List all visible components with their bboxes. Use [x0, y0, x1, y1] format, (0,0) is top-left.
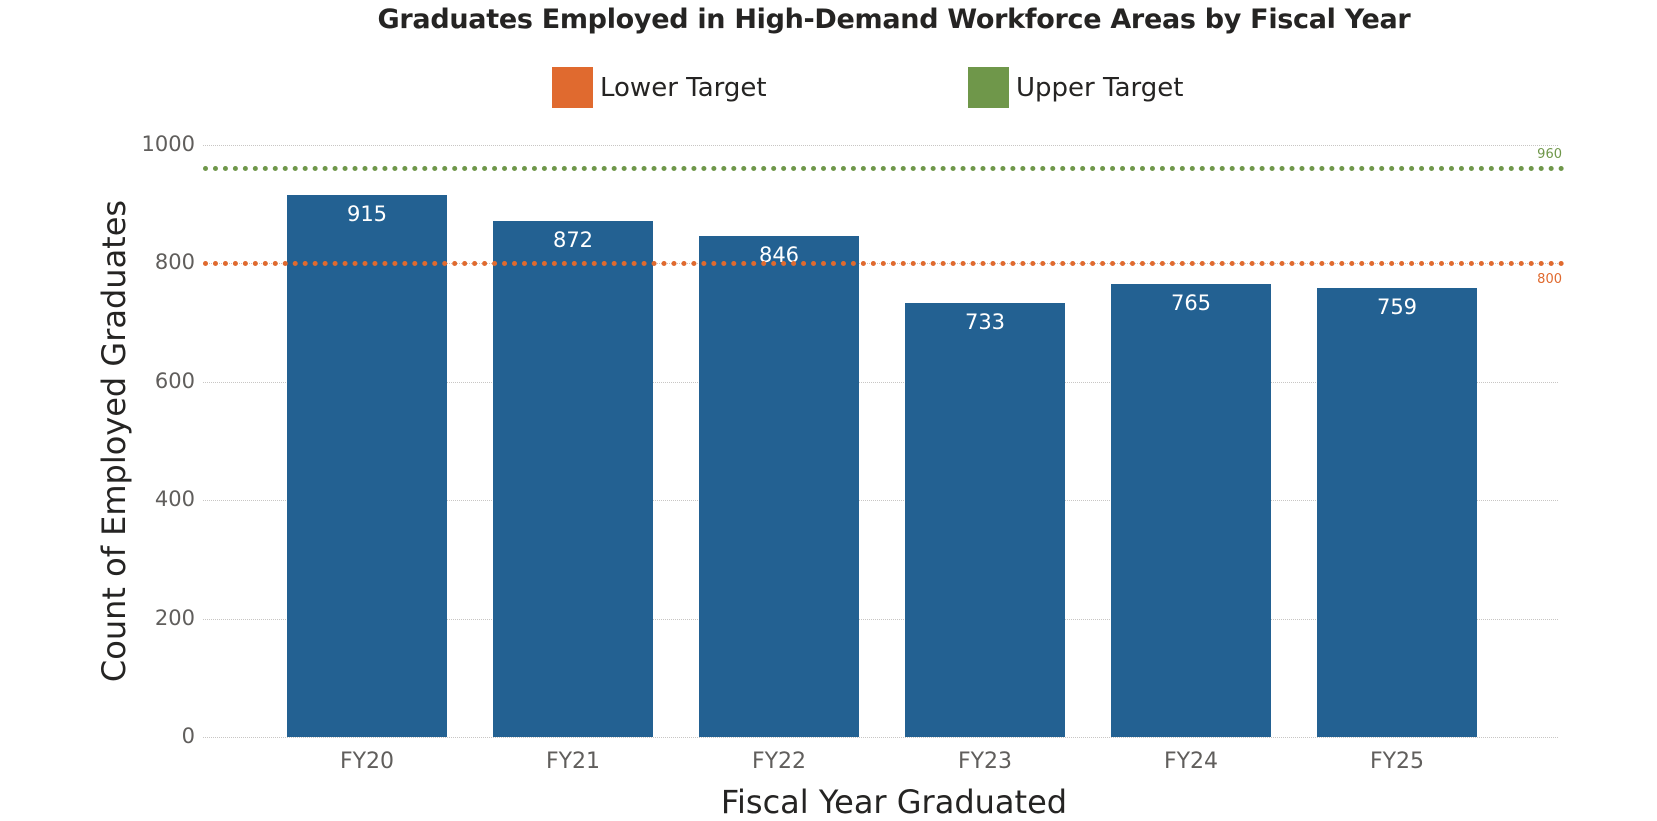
x-tick-label: FY21 [545, 749, 601, 774]
y-tick-label: 400 [154, 487, 195, 512]
x-tick-label: FY25 [1369, 749, 1425, 774]
bar-fy23[interactable] [905, 303, 1065, 737]
bar-value-label: 765 [1170, 291, 1212, 316]
legend-label: Lower Target [600, 72, 767, 103]
bar-fy25[interactable] [1317, 287, 1477, 737]
reference-line-lower-target [203, 260, 1565, 266]
x-tick-label: FY20 [339, 749, 395, 774]
x-tick-label: FY24 [1163, 749, 1219, 774]
reference-line-upper-target [203, 166, 1565, 172]
bar-fy24[interactable] [1111, 284, 1271, 737]
reference-line-label: 960 [1537, 146, 1562, 162]
y-tick-label: 1000 [141, 132, 195, 156]
legend-swatch-upper-target [968, 67, 1009, 108]
bar-fy20[interactable] [287, 195, 447, 737]
x-tick-label: FY22 [751, 749, 807, 774]
y-tick-label: 0 [181, 724, 195, 748]
bar-value-label: 872 [552, 227, 594, 252]
bar-value-label: 915 [346, 202, 388, 227]
y-tick-label: 800 [154, 250, 195, 275]
bar-fy22[interactable] [699, 236, 859, 737]
chart-title: Graduates Employed in High-Demand Workfo… [377, 4, 1411, 35]
gridline [203, 500, 1558, 502]
reference-line-label: 800 [1537, 272, 1562, 288]
bar-value-label: 759 [1376, 294, 1418, 319]
y-tick-label: 200 [154, 605, 195, 630]
legend-label: Upper Target [1016, 72, 1184, 103]
legend-item-lower-target[interactable]: Lower Target [552, 67, 767, 108]
x-tick-label: FY23 [957, 749, 1013, 774]
bar-value-label: 733 [964, 310, 1006, 335]
bar-fy21[interactable] [493, 220, 653, 737]
gridline [203, 737, 1558, 738]
legend-item-upper-target[interactable]: Upper Target [968, 67, 1183, 108]
legend-swatch-lower-target [552, 67, 593, 108]
gridline [203, 381, 1558, 383]
gridline [203, 145, 1558, 146]
gridline [203, 618, 1558, 620]
x-axis-title: Fiscal Year Graduated [720, 783, 1068, 821]
y-tick-label: 600 [154, 368, 195, 393]
